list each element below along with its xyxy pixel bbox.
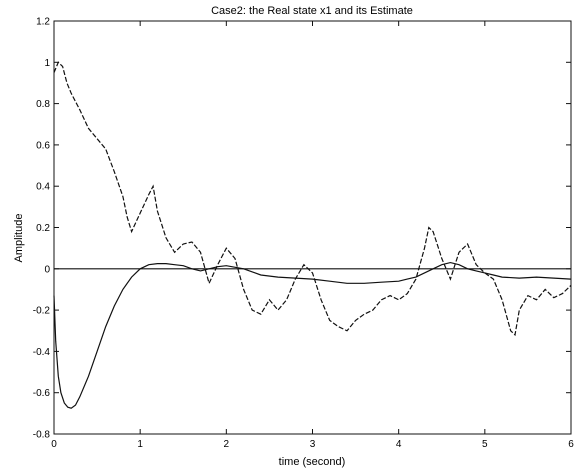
y-tick-label: -0.6	[33, 388, 51, 399]
series-line-2	[53, 261, 572, 409]
y-tick-label: 1	[44, 58, 50, 69]
x-tick-label: 4	[396, 439, 402, 450]
x-tick-label: 0	[51, 439, 57, 450]
y-tick-label: -0.8	[33, 430, 51, 441]
y-tick-label: 1.2	[36, 17, 50, 28]
series-group	[53, 61, 572, 409]
y-tick-label: 0.6	[36, 140, 50, 151]
axis-ticks: 0 1 2 3 4 5 6 -0.8 -0.6 -0.4 -0.2 0 0.2 0.4 0.6 0.8 1 1.2	[33, 17, 574, 451]
y-tick-label: 0	[44, 264, 50, 275]
series-line-1	[53, 61, 572, 337]
chart-title: Case2: the Real state x1 and its Estimat…	[211, 5, 413, 17]
x-tick-label: 6	[568, 439, 574, 450]
y-tick-label: -0.2	[33, 306, 51, 317]
x-tick-label: 2	[224, 439, 230, 450]
x-axis-label: time (second)	[279, 456, 346, 468]
y-axis-label: Amplitude	[13, 214, 25, 263]
y-tick-label: 0.2	[36, 223, 50, 234]
y-tick-label: 0.8	[36, 99, 50, 110]
plot-area	[53, 20, 572, 435]
x-tick-label: 3	[310, 439, 316, 450]
x-tick-label: 5	[482, 439, 488, 450]
x-tick-label: 1	[137, 439, 143, 450]
y-tick-label: 0.4	[36, 182, 50, 193]
y-tick-label: -0.4	[33, 347, 51, 358]
